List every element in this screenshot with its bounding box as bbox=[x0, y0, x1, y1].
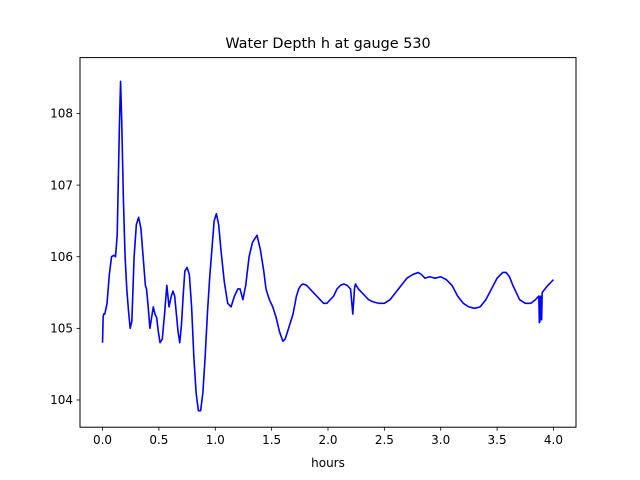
x-tick-label: 4.0 bbox=[544, 433, 563, 447]
x-tick-label: 2.5 bbox=[375, 433, 394, 447]
y-tick-label: 105 bbox=[50, 322, 73, 336]
x-tick-label: 2.0 bbox=[318, 433, 337, 447]
series-layer bbox=[101, 80, 555, 412]
x-tick-label: 0.0 bbox=[93, 433, 112, 447]
x-tick-label: 0.5 bbox=[149, 433, 168, 447]
series-line-0 bbox=[101, 80, 555, 412]
plot-area-frame bbox=[79, 57, 577, 428]
x-axis-ticks: 0.0 0.5 1.0 1.5 2.0 2.5 3.0 3.5 4.0 bbox=[93, 427, 563, 447]
y-tick-label: 108 bbox=[50, 107, 73, 121]
x-tick-label: 3.0 bbox=[431, 433, 450, 447]
y-tick-label: 104 bbox=[50, 393, 73, 407]
x-axis-label: hours bbox=[311, 456, 345, 470]
x-tick-label: 1.0 bbox=[206, 433, 225, 447]
y-axis-ticks: 104 105 106 107 108 bbox=[50, 107, 80, 407]
y-tick-label: 106 bbox=[50, 250, 73, 264]
x-tick-label: 1.5 bbox=[262, 433, 281, 447]
chart-title: Water Depth h at gauge 530 bbox=[225, 36, 430, 52]
y-tick-label: 107 bbox=[50, 178, 73, 192]
x-tick-label: 3.5 bbox=[488, 433, 507, 447]
